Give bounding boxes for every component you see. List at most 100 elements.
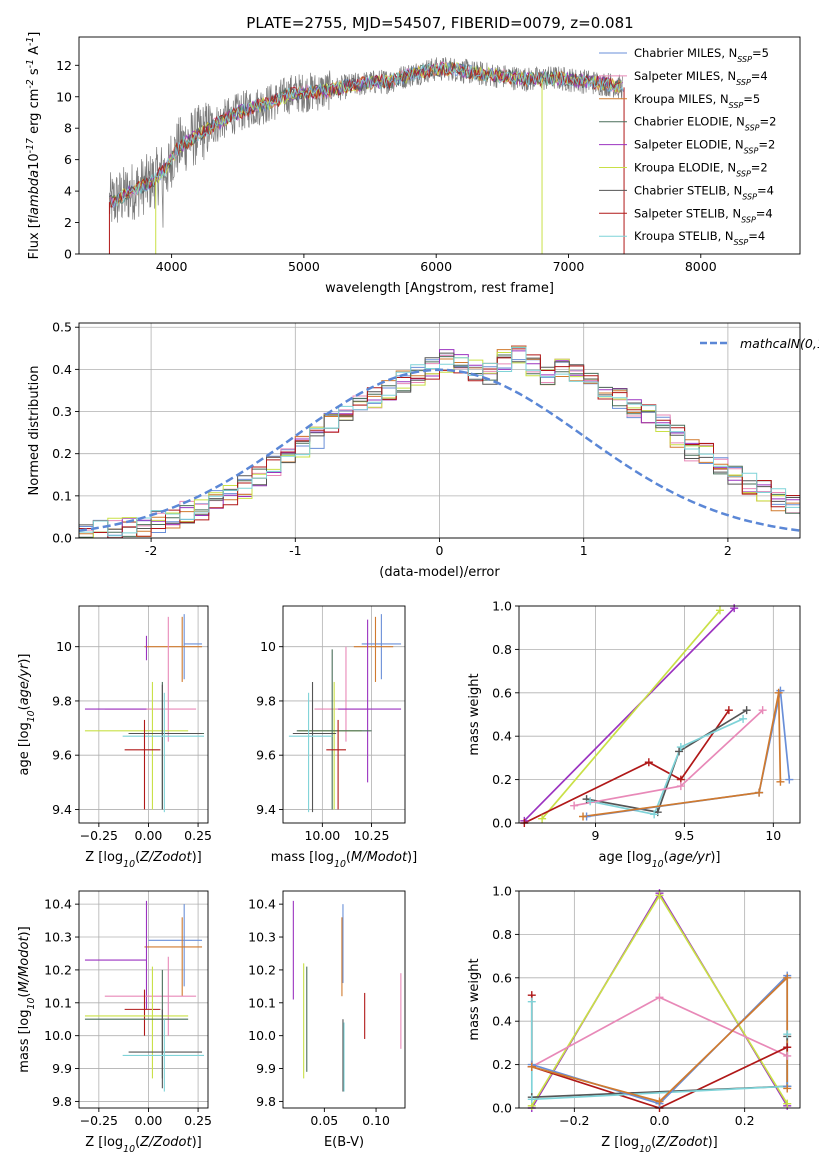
axes-mass-vs-EBV: 0.05 0.10 9.8 9.9 10.0 10.1 10.2 10.3 10.4 E(B-V) [248,890,406,1150]
x-tick-label: 0.10 [362,1113,390,1128]
axes-frame [518,890,801,1109]
weight-line [523,607,735,822]
x-tick-label: 10.00 [304,828,340,843]
axes-frame [78,36,801,255]
y-tick-label: 0.5 [52,320,72,335]
y-tick-label: 0.2 [492,772,512,787]
weight-marker [755,788,764,797]
weight-marker [783,1084,792,1093]
y-tick-label: 1.0 [492,884,512,899]
y-axis-label: age [log10(age/yr)] [17,653,37,775]
y-tick-label: 0.1 [52,488,72,503]
x-tick-label: -1 [289,543,301,558]
axes-age-vs-mass: 10.00 10.25 9.4 9.6 9.8 10 mass [log10(M/Modot… [256,605,417,870]
weight-line [523,709,730,823]
axes-frame [78,322,801,539]
legend-label: Kroupa STELIB, NSSP=4 [634,229,765,247]
y-tick-label: 9.8 [52,693,72,708]
legend-label: Chabrier MILES, NSSP=5 [634,46,769,64]
weight-line [541,609,721,820]
axes-mass-vs-Z: −0.25 0.00 0.25 9.8 9.9 10.0 10.1 10.2 10.3 10.4 Z… [17,890,212,1155]
x-tick-label: 0.25 [184,828,212,843]
weight-marker [675,747,684,756]
weight-marker [655,891,664,900]
weight-marker [527,1062,536,1071]
weight-marker [742,706,751,715]
y-tick-label: 10.0 [248,1028,276,1043]
gaussian-curve [79,368,800,532]
x-tick-label: 10 [765,828,781,843]
legend: mathcalN(0,1) [700,336,819,351]
x-tick-label: 10.25 [354,828,390,843]
x-tick-label: 9.5 [674,828,694,843]
y-tick-label: 4 [64,184,72,199]
axes-mass-weight-vs-Z: −0.2 0.0 0.2 0.0 0.2 0.4 0.6 0.8 1.0 Z [log10(Z/Z… [467,884,801,1155]
weight-marker [538,814,547,823]
residual-histogram [79,345,800,538]
y-tick-label: 10 [56,89,72,104]
plot-area-mass-vs-Z [84,900,205,1092]
y-tick-label: 0.2 [52,446,72,461]
weight-marker [783,1051,792,1060]
weight-marker [783,1043,792,1052]
plot-area-mass-vs-EBV [292,900,402,1092]
legend-label: Salpeter ELODIE, NSSP=2 [634,138,775,156]
x-tick-label: 5000 [288,259,320,274]
weight-marker [655,993,664,1002]
legend-label: Kroupa MILES, NSSP=5 [634,92,760,110]
y-tick-label: 9.9 [52,1061,72,1076]
y-tick-label: 10.3 [248,930,276,945]
y-tick-label: 9.4 [256,802,276,817]
weight-marker [527,997,536,1006]
x-axis-label: mass [log10(M/Modot)] [271,850,417,870]
x-axis-label: Z [log10(Z/Zodot)] [85,1135,202,1155]
x-tick-label: 8000 [685,259,717,274]
x-tick-label: 9 [591,828,599,843]
plot-area-residuals [79,345,800,538]
y-tick-label: 10.0 [44,1028,72,1043]
x-tick-label: −0.25 [80,828,118,843]
y-axis-label: mass weight [467,958,482,1040]
axes-frame [282,605,406,824]
weight-marker [783,1099,792,1108]
legend-label: Kroupa ELODIE, NSSP=2 [634,161,768,179]
x-tick-label: 1 [580,543,588,558]
axes-residuals: -2 -1 0 1 2 0.0 0.1 0.2 0.3 0.4 0.5 (data-model)/er… [27,320,819,580]
plot-area-mass-weight-vs-age [523,607,791,823]
y-tick-label: 9.9 [256,1061,276,1076]
legend-label: Salpeter MILES, NSSP=4 [634,69,768,87]
axes-frame [518,605,801,824]
y-tick-label: 0.0 [492,1101,512,1116]
y-tick-label: 12 [56,58,72,73]
y-tick-label: 0.3 [52,404,72,419]
axes-frame [282,890,406,1109]
y-tick-label: 0.8 [492,642,512,657]
x-tick-label: −0.2 [559,1113,589,1128]
weight-marker [586,797,595,806]
weight-line [582,692,782,818]
legend-label: Chabrier STELIB, NSSP=4 [634,183,774,201]
x-axis-label: E(B-V) [324,1135,364,1150]
weight-marker [644,758,653,767]
x-axis-label: wavelength [Angstrom, rest frame] [325,281,554,296]
y-axis-label: Normed distribution [27,366,42,496]
x-tick-label: 6000 [420,259,452,274]
residual-histogram [79,345,800,538]
x-tick-label: 0 [436,543,444,558]
y-tick-label: 0.6 [492,685,512,700]
y-tick-label: 0.6 [492,970,512,985]
residual-histogram [79,348,800,538]
legend-label: mathcalN(0,1) [740,336,819,351]
y-tick-label: 8 [64,121,72,136]
y-tick-label: 0.0 [492,816,512,831]
weight-marker [724,706,733,715]
weight-marker [739,714,748,723]
y-tick-label: 9.8 [256,1094,276,1109]
y-tick-label: 10.2 [44,962,72,977]
x-axis-label: Z [log10(Z/Zodot)] [85,850,202,870]
plot-area-spectrum [108,57,625,254]
weight-marker [785,775,794,784]
weight-marker [676,743,685,752]
x-axis-label: (data-model)/error [379,565,500,580]
weight-marker [570,801,579,810]
